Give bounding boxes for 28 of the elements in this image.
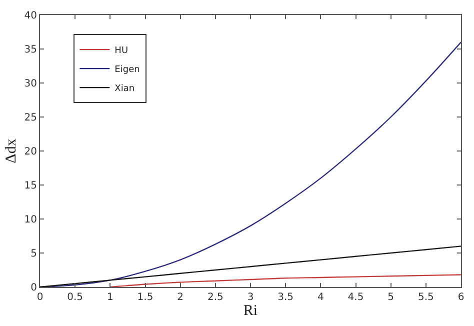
x-tick-label: 2	[177, 292, 184, 303]
y-tick-label: 0	[30, 282, 37, 294]
line-series	[110, 274, 461, 287]
x-tick-label: 2.5	[207, 292, 224, 303]
y-tick-label: 15	[24, 180, 37, 192]
x-tick-label: 5.5	[418, 292, 434, 303]
y-tick-label: 25	[24, 112, 37, 124]
y-tick-label: 5	[30, 248, 37, 260]
x-tick-label: 3	[247, 292, 254, 303]
x-tick-label: 3.5	[278, 292, 294, 303]
legend-label: Xian	[114, 84, 135, 94]
x-tick-label: 0.5	[67, 292, 84, 303]
x-tick-label: 1.5	[137, 292, 154, 303]
legend-label: HU	[114, 46, 128, 56]
x-tick-label: 1	[106, 292, 114, 303]
y-axis-title: Δdx	[4, 138, 20, 164]
y-tick-label: 20	[24, 146, 37, 158]
line-series	[40, 246, 461, 287]
x-tick-label: 4.5	[348, 292, 364, 303]
x-axis-title: Ri	[243, 303, 258, 319]
y-tick-label: 35	[24, 44, 37, 56]
x-tick-label: 6	[458, 292, 464, 303]
y-tick-label: 30	[24, 78, 37, 90]
x-tick-label: 5	[388, 292, 394, 303]
y-tick-label: 10	[24, 214, 37, 226]
y-tick-label: 40	[24, 10, 37, 22]
x-tick-label: 4	[317, 292, 324, 303]
legend-label: Eigen	[114, 65, 140, 76]
